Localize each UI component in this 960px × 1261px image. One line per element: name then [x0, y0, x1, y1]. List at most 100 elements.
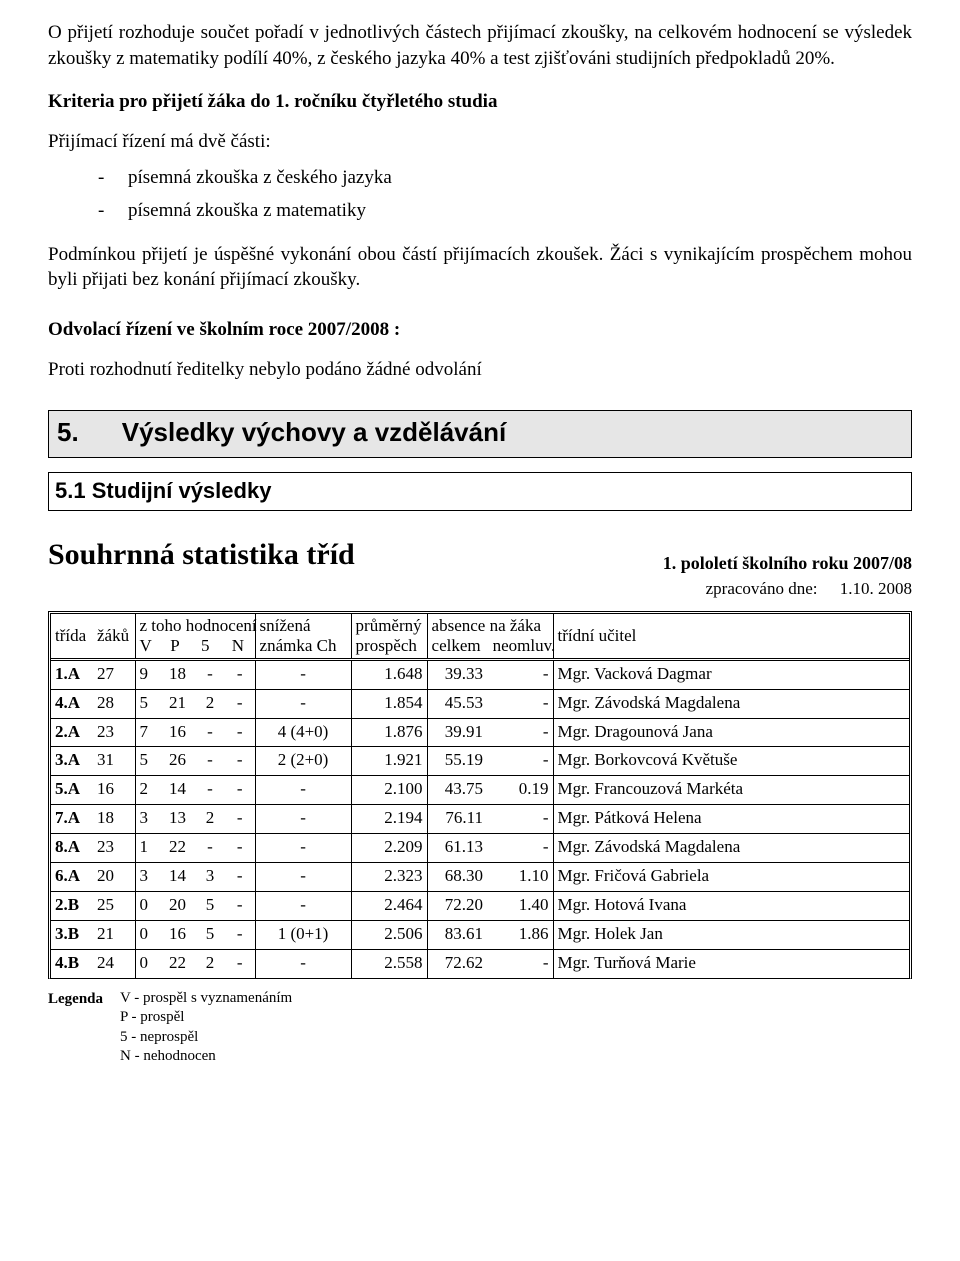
odvolaci-text: Proti rozhodnutí ředitelky nebylo podáno… — [48, 357, 912, 383]
table-cell: - — [225, 921, 255, 950]
table-cell: - — [487, 950, 553, 978]
hdr-ztoho: z toho hodnocení — [140, 616, 251, 636]
table-cell: 45.53 — [427, 689, 487, 718]
table-cell: 23 — [93, 834, 135, 863]
table-row: 6.A203143--2.32368.301.10Mgr. Fričová Ga… — [51, 863, 909, 892]
table-cell: - — [225, 863, 255, 892]
table-cell: 0 — [135, 950, 165, 978]
table-cell: 1.10 — [487, 863, 553, 892]
table-cell: - — [225, 689, 255, 718]
table-row: 5.A16214---2.10043.750.19Mgr. Francouzov… — [51, 776, 909, 805]
table-cell: - — [225, 805, 255, 834]
table-cell: 5 — [135, 747, 165, 776]
table-row: 8.A23122---2.20961.13-Mgr. Závodská Magd… — [51, 834, 909, 863]
section-number: 5. — [57, 415, 117, 450]
table-cell: 28 — [93, 689, 135, 718]
table-cell: Mgr. Francouzová Markéta — [553, 776, 909, 805]
hdr-N: N — [232, 636, 251, 656]
table-cell: 16 — [165, 921, 195, 950]
table-cell: 2.A — [51, 718, 93, 747]
stats-processed-row: zpracováno dne: 1.10. 2008 — [48, 578, 912, 601]
table-cell: 1.648 — [351, 659, 427, 689]
table-cell: 9 — [135, 659, 165, 689]
subsection-heading-5-1: 5.1 Studijní výsledky — [48, 472, 912, 512]
legend-label: Legenda — [48, 989, 120, 1067]
table-cell: - — [225, 718, 255, 747]
table-cell: 6.A — [51, 863, 93, 892]
list-item: písemná zkouška z matematiky — [98, 198, 912, 224]
table-cell: - — [487, 805, 553, 834]
hdr-absence-neoml: neomluv. — [493, 636, 556, 656]
table-cell: 0.19 — [487, 776, 553, 805]
table-cell: 2 — [195, 950, 225, 978]
legend-item: V - prospěl s vyznamenáním — [120, 989, 292, 1009]
table-cell: 5.A — [51, 776, 93, 805]
table-cell: Mgr. Pátková Helena — [553, 805, 909, 834]
table-cell: 2 — [135, 776, 165, 805]
table-cell: 4 (4+0) — [255, 718, 351, 747]
odvolaci-title: Odvolací řízení ve školním roce 2007/200… — [48, 317, 912, 343]
table-cell: Mgr. Borkovcová Květuše — [553, 747, 909, 776]
table-cell: - — [487, 689, 553, 718]
table-cell: Mgr. Závodská Magdalena — [553, 689, 909, 718]
table-cell: Mgr. Fričová Gabriela — [553, 863, 909, 892]
table-cell: 7 — [135, 718, 165, 747]
section-heading-5: 5. Výsledky výchovy a vzdělávání — [48, 410, 912, 457]
table-cell: 2 (2+0) — [255, 747, 351, 776]
table-cell: 2.209 — [351, 834, 427, 863]
legend: Legenda V - prospěl s vyznamenáním P - p… — [48, 989, 912, 1067]
table-cell: 72.20 — [427, 892, 487, 921]
stats-subtitle: 1. pololetí školního roku 2007/08 — [663, 551, 912, 575]
table-cell: 39.33 — [427, 659, 487, 689]
table-cell: 13 — [165, 805, 195, 834]
table-cell: - — [255, 950, 351, 978]
table-row: 7.A183132--2.19476.11-Mgr. Pátková Helen… — [51, 805, 909, 834]
table-cell: - — [255, 805, 351, 834]
table-cell: 14 — [165, 863, 195, 892]
table-cell: - — [195, 834, 225, 863]
table-cell: 3.B — [51, 921, 93, 950]
table-cell: 20 — [165, 892, 195, 921]
kriteria-title: Kriteria pro přijetí žáka do 1. ročníku … — [48, 89, 912, 115]
table-cell: 21 — [93, 921, 135, 950]
table-cell: 31 — [93, 747, 135, 776]
table-cell: 18 — [165, 659, 195, 689]
table-cell: 61.13 — [427, 834, 487, 863]
bullet-list: písemná zkouška z českého jazyka písemná… — [48, 165, 912, 224]
table-cell: 2.558 — [351, 950, 427, 978]
hdr-absence-1: absence na žáka — [432, 616, 549, 636]
table-cell: 43.75 — [427, 776, 487, 805]
table-cell: 83.61 — [427, 921, 487, 950]
stats-processed-date: 1.10. 2008 — [840, 579, 912, 598]
table-cell: 3 — [195, 863, 225, 892]
table-cell: 7.A — [51, 805, 93, 834]
table-row: 4.A285212--1.85445.53-Mgr. Závodská Magd… — [51, 689, 909, 718]
hdr-5: 5 — [201, 636, 220, 656]
table-cell: 5 — [195, 892, 225, 921]
table-cell: 39.91 — [427, 718, 487, 747]
table-cell: 16 — [93, 776, 135, 805]
table-cell: - — [487, 834, 553, 863]
table-cell: - — [225, 659, 255, 689]
intro-paragraph-3: Podmínkou přijetí je úspěšné vykonání ob… — [48, 242, 912, 293]
table-cell: - — [195, 776, 225, 805]
table-cell: - — [195, 659, 225, 689]
table-cell: 5 — [135, 689, 165, 718]
hdr-prumerny-2: prospěch — [356, 636, 423, 656]
table-cell: 1.86 — [487, 921, 553, 950]
table-cell: 2.194 — [351, 805, 427, 834]
table-cell: 1.A — [51, 659, 93, 689]
table-cell: 2.464 — [351, 892, 427, 921]
table-cell: - — [487, 718, 553, 747]
table-cell: - — [255, 776, 351, 805]
table-cell: 68.30 — [427, 863, 487, 892]
table-cell: - — [225, 834, 255, 863]
table-cell: 3 — [135, 805, 165, 834]
table-cell: 1 — [135, 834, 165, 863]
table-cell: - — [255, 689, 351, 718]
table-cell: 8.A — [51, 834, 93, 863]
table-cell: 27 — [93, 659, 135, 689]
table-cell: 16 — [165, 718, 195, 747]
table-cell: 26 — [165, 747, 195, 776]
list-item: písemná zkouška z českého jazyka — [98, 165, 912, 191]
